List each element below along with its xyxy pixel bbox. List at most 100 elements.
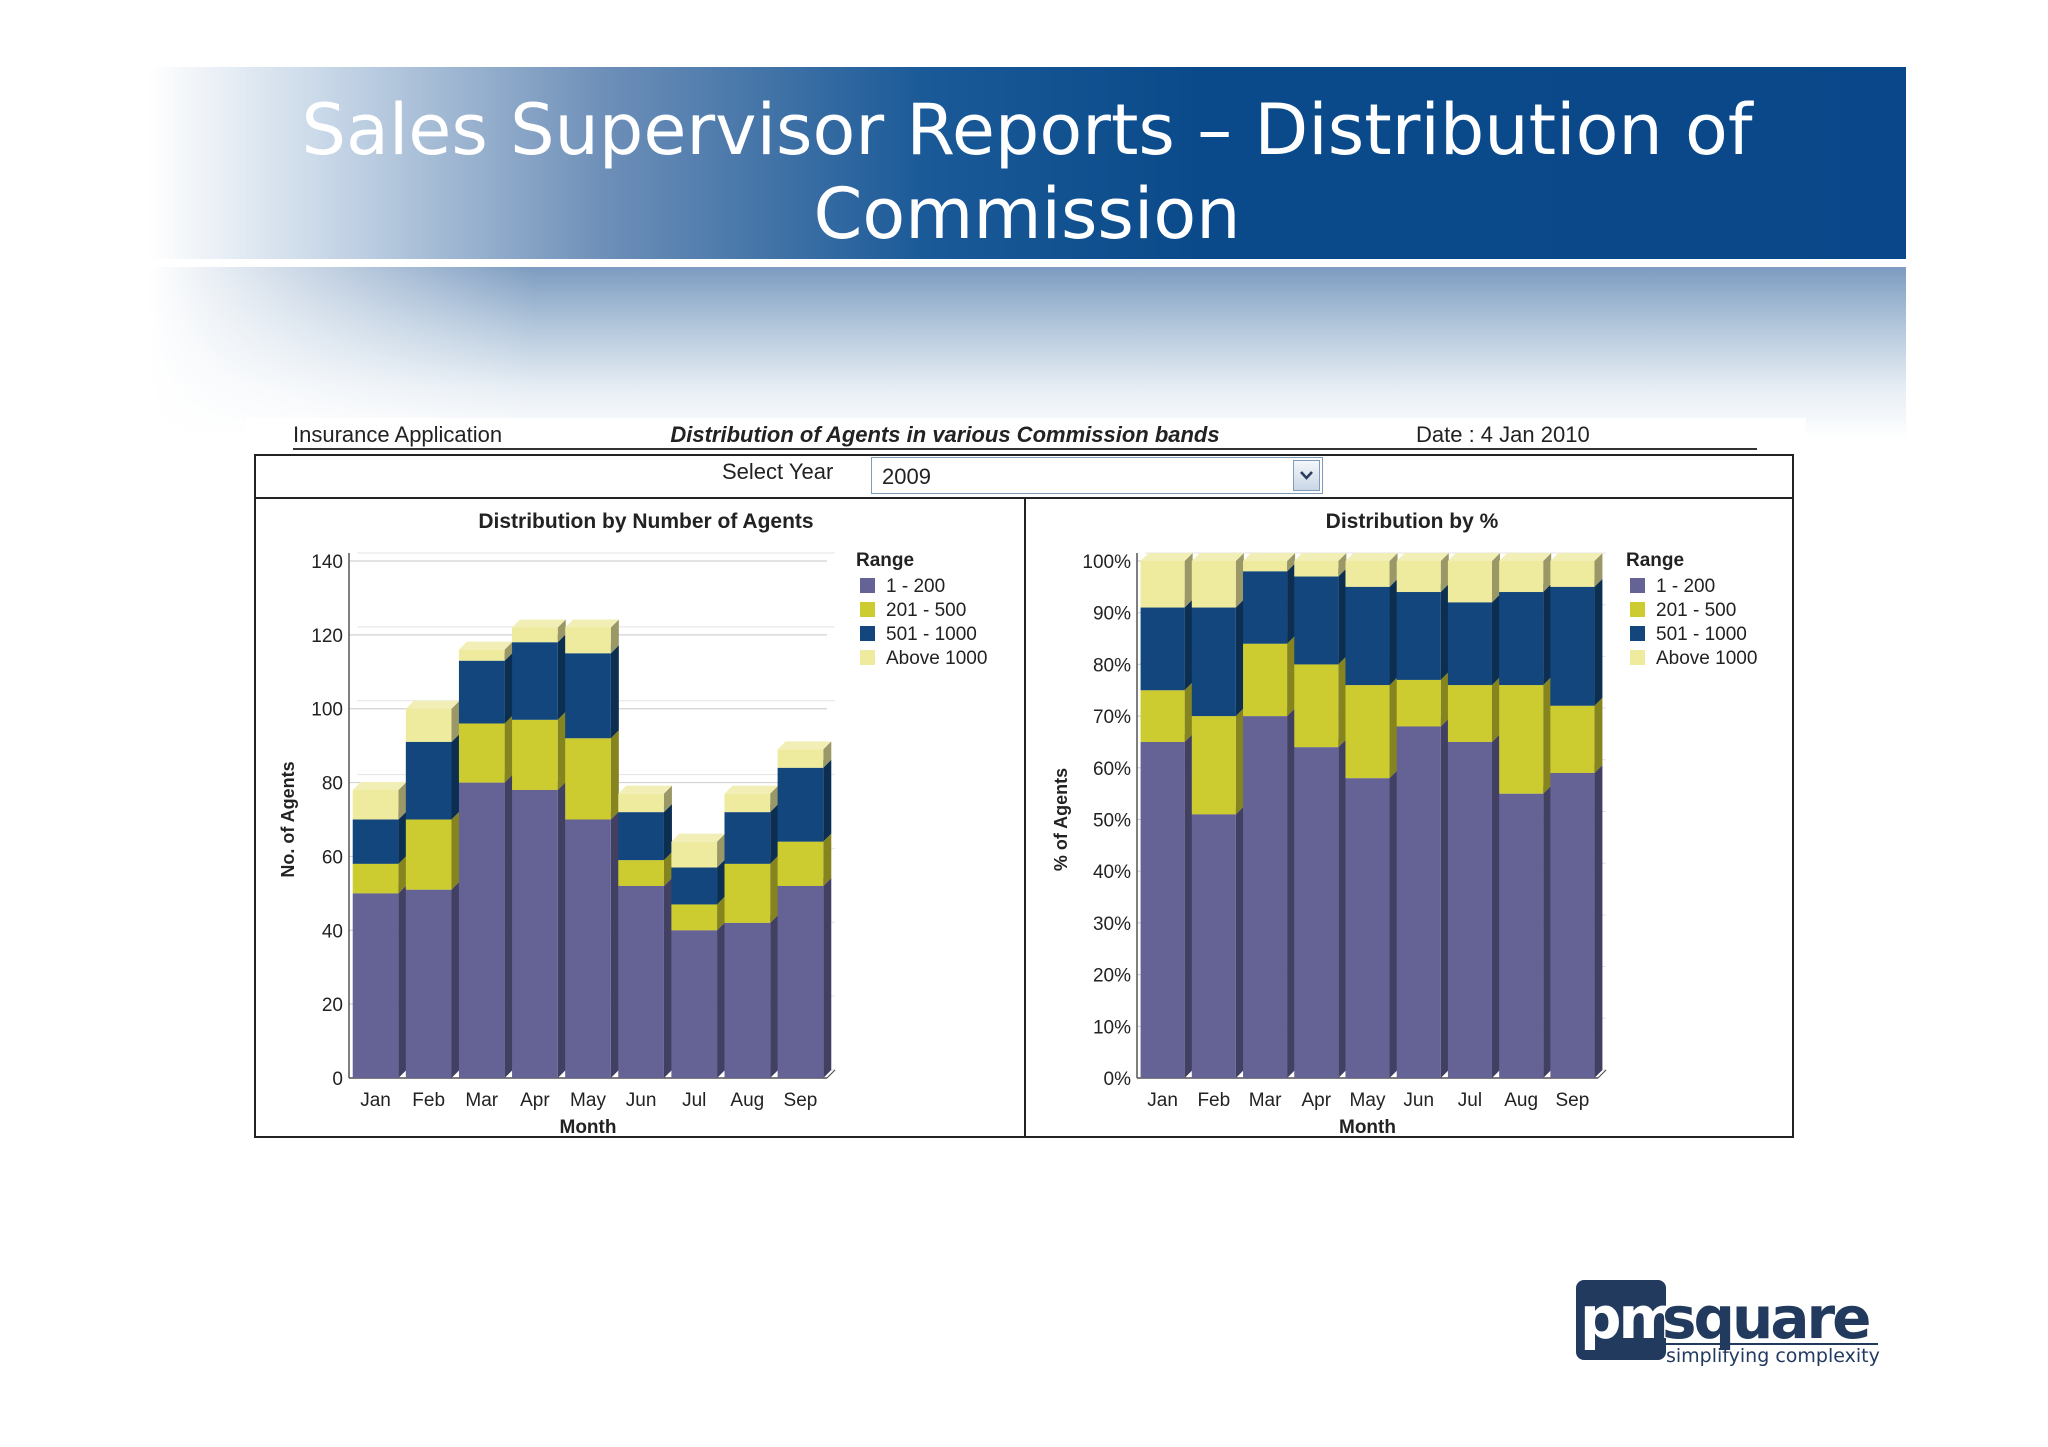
bar-segment (458, 774, 513, 1078)
bar-segment (777, 741, 832, 768)
bar-front (1550, 705, 1595, 773)
bar-front (1396, 726, 1441, 1078)
legend-swatch (1630, 602, 1645, 617)
bar-top (1499, 553, 1552, 561)
y-tick-label: 70% (1093, 707, 1131, 728)
bar-segment (352, 885, 407, 1078)
chevron-down-icon (1300, 471, 1313, 480)
legend-label: 501 - 1000 (886, 624, 977, 645)
bar-segment (1140, 553, 1193, 608)
bar-segment (1191, 599, 1244, 717)
legend-swatch (860, 578, 875, 593)
bar-side (1594, 578, 1603, 706)
bar-segment (405, 811, 460, 890)
svg-text:simplifying complexity: simplifying complexity (1666, 1345, 1880, 1366)
bar-front (1140, 690, 1185, 742)
y-tick-label: 60% (1093, 759, 1131, 780)
bar-side (1543, 584, 1552, 686)
bar-top (1447, 553, 1500, 561)
bar-segment (1396, 553, 1449, 593)
bar-segment (1294, 568, 1347, 665)
bar-segment (1243, 635, 1296, 717)
bar-segment (1447, 553, 1500, 603)
chart-number-of-agents: Distribution by Number of Agents 0 20 40 60 8… (278, 510, 987, 1138)
frame-divider-vertical (1024, 497, 1026, 1138)
bar-segment (724, 785, 779, 813)
bar-front (1243, 716, 1288, 1078)
bar-segment (1345, 770, 1398, 1078)
legend-swatch (860, 602, 875, 617)
bar-top (777, 741, 832, 750)
bar-side (717, 896, 726, 931)
bar-segment (1294, 656, 1347, 748)
bar-front (405, 708, 452, 742)
y-tick-label: 20 (322, 995, 343, 1016)
bar-side (1594, 764, 1603, 1078)
bar-segment (1243, 708, 1296, 1078)
legend-title: Range (856, 550, 914, 571)
bar-front (458, 723, 505, 783)
bar-segment (618, 877, 672, 1078)
bar-side (557, 634, 566, 720)
bar-segment (777, 877, 832, 1078)
bar-segment (565, 730, 619, 820)
chart-percent-of-agents: Distribution by % 0% 10% 20% 30% 40% 50% 60% 70%… (1051, 510, 1757, 1138)
bar-segment (618, 804, 672, 861)
bar-side (823, 741, 832, 768)
bar-front (1294, 747, 1339, 1078)
bar-side (1287, 553, 1296, 572)
legend-swatch (860, 626, 875, 641)
bar-side (1389, 677, 1398, 779)
legend-swatch (1630, 626, 1645, 641)
bar-front (565, 819, 611, 1078)
chart-title: Distribution by Number of Agents (478, 510, 813, 533)
bar-side (1184, 553, 1193, 608)
y-tick-label: 100 (311, 700, 343, 721)
year-select[interactable]: 2009 (871, 457, 1323, 494)
x-axis-depth (826, 1069, 836, 1079)
bar-top (565, 619, 619, 628)
bar-front (512, 642, 558, 720)
bar-front (1447, 602, 1492, 686)
bar-segment (1499, 785, 1552, 1078)
bar-segment (1396, 584, 1449, 680)
bar-side (1594, 697, 1603, 773)
bar-segment (1243, 563, 1296, 644)
bar-front (1294, 561, 1339, 577)
bar-side (1389, 770, 1398, 1078)
bar-front (1345, 778, 1390, 1078)
bar-side (1235, 553, 1244, 608)
bar-segment (512, 711, 566, 790)
bar-side (504, 652, 513, 724)
x-tick-label: May (1350, 1090, 1386, 1111)
bar-front (1294, 576, 1339, 665)
y-tick-label: 120 (311, 626, 343, 647)
x-tick-label: May (570, 1090, 606, 1111)
bar-front (1191, 716, 1236, 815)
bar-side (504, 715, 513, 783)
y-tick-label: 50% (1093, 811, 1131, 832)
bar-side (1440, 584, 1449, 680)
bar-front (352, 789, 399, 820)
legend-label: Above 1000 (886, 648, 987, 669)
bar-front (458, 649, 505, 661)
bar-front (352, 819, 399, 864)
bar-side (1235, 708, 1244, 815)
bar-front (671, 867, 718, 905)
bar-front (1140, 741, 1185, 1078)
svg-text:square: square (1662, 1284, 1869, 1352)
bar-segment (1345, 553, 1398, 587)
bar-side (823, 759, 832, 842)
bar-segment (1345, 677, 1398, 779)
bar-front (405, 741, 452, 820)
bar-segment (1396, 718, 1449, 1078)
bar-top (618, 785, 672, 794)
bar-front (618, 812, 664, 861)
dropdown-arrow-button[interactable] (1293, 460, 1320, 491)
bar-side (398, 855, 407, 894)
legend-swatch (1630, 578, 1645, 593)
bar-front (1191, 814, 1236, 1078)
y-tick-label: 0% (1104, 1069, 1132, 1090)
bar-top (352, 781, 407, 790)
report-date: Date : 4 Jan 2010 (1416, 422, 1590, 447)
